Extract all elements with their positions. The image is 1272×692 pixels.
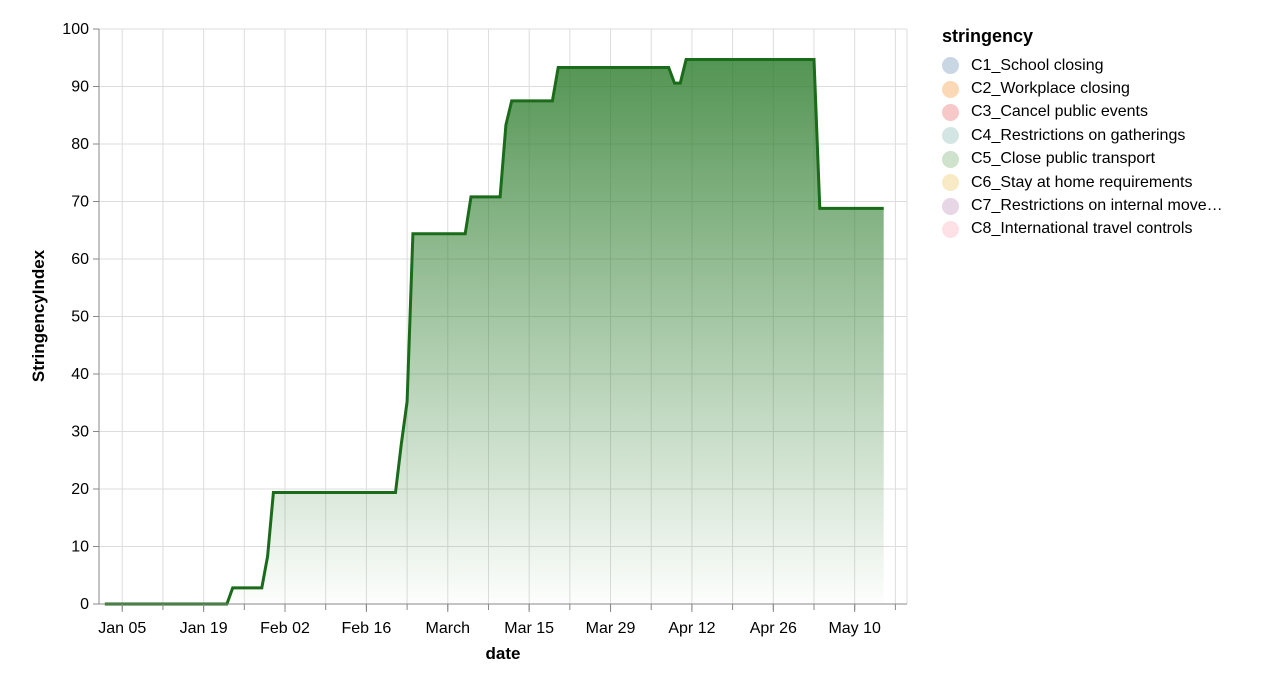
stringency-area <box>104 59 884 604</box>
legend-item[interactable]: C8_International travel controls <box>942 218 1223 241</box>
y-tick-label: 50 <box>71 309 89 326</box>
legend: stringency C1_School closing C2_Workplace… <box>942 26 1223 241</box>
legend-swatch-icon <box>942 150 959 168</box>
y-tick-label: 10 <box>71 539 89 556</box>
legend-item-label: C5_Close public transport <box>971 150 1156 168</box>
y-tick-label: 40 <box>71 366 89 383</box>
y-tick-label: 70 <box>71 194 89 211</box>
legend-item[interactable]: C4_Restrictions on gatherings <box>942 124 1223 147</box>
legend-swatch-icon <box>942 57 959 75</box>
legend-item[interactable]: C3_Cancel public events <box>942 101 1223 124</box>
y-tick-label: 90 <box>71 79 89 96</box>
legend-swatch-icon <box>942 220 959 238</box>
x-tick-label: Apr 12 <box>668 620 715 637</box>
legend-item[interactable]: C2_Workplace closing <box>942 77 1223 100</box>
x-tick-label: Feb 16 <box>341 620 391 637</box>
stringency-line <box>104 58 884 606</box>
y-tick-label: 30 <box>71 424 89 441</box>
x-tick-label: Jan 19 <box>180 620 228 637</box>
x-tick-label: Mar 15 <box>504 620 554 637</box>
legend-swatch-icon <box>942 174 959 192</box>
x-tick-label: Jan 05 <box>98 620 146 637</box>
legend-item[interactable]: C1_School closing <box>942 54 1223 77</box>
axes: 0 10 20 30 40 50 60 70 80 90 100 Jan 05 Jan 19 Feb 02… <box>62 21 907 637</box>
legend-items: C1_School closing C2_Workplace closing C3_… <box>942 54 1223 241</box>
legend-item[interactable]: C7_Restrictions on internal move… <box>942 194 1223 217</box>
x-tick-label: Feb 02 <box>260 620 310 637</box>
legend-item-label: C3_Cancel public events <box>971 103 1148 121</box>
x-tick-label: Mar 29 <box>586 620 636 637</box>
legend-swatch-icon <box>942 103 959 121</box>
x-tick-label: May 10 <box>828 620 881 637</box>
x-tick-label: Apr 26 <box>750 620 797 637</box>
legend-item-label: C2_Workplace closing <box>971 80 1130 98</box>
y-tick-label: 100 <box>62 21 89 38</box>
x-tick-label: March <box>426 620 470 637</box>
x-axis-title: date <box>486 644 521 663</box>
y-axis-title: StringencyIndex <box>29 249 48 382</box>
legend-item[interactable]: C5_Close public transport <box>942 148 1223 171</box>
legend-item[interactable]: C6_Stay at home requirements <box>942 171 1223 194</box>
y-tick-label: 60 <box>71 251 89 268</box>
legend-item-label: C8_International travel controls <box>971 220 1193 238</box>
legend-item-label: C1_School closing <box>971 56 1104 74</box>
legend-item-label: C7_Restrictions on internal move… <box>971 197 1223 215</box>
legend-item-label: C4_Restrictions on gatherings <box>971 126 1186 144</box>
legend-swatch-icon <box>942 197 959 215</box>
y-tick-label: 20 <box>71 481 89 498</box>
legend-item-label: C6_Stay at home requirements <box>971 173 1193 191</box>
y-tick-label: 0 <box>80 596 89 613</box>
y-tick-label: 80 <box>71 136 89 153</box>
legend-swatch-icon <box>942 127 959 145</box>
legend-swatch-icon <box>942 80 959 98</box>
legend-title: stringency <box>942 26 1034 46</box>
